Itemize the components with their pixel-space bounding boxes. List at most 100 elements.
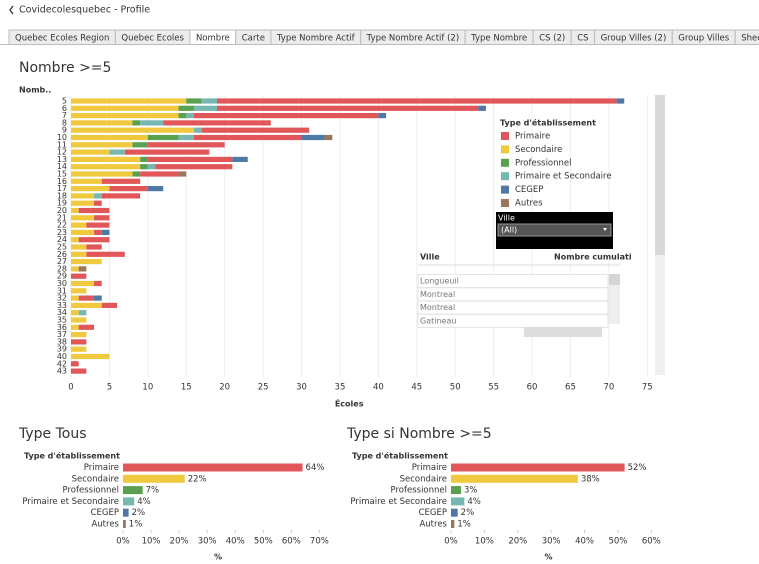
x-tick-label: 70% — [310, 537, 329, 547]
bar-segment — [193, 127, 202, 133]
table-header: Ville — [420, 253, 440, 262]
x-tick-label: 20% — [170, 537, 189, 547]
bar-segment — [616, 98, 625, 104]
tab-label[interactable]: Group Villes — [678, 34, 730, 44]
x-tick-label: 60 — [527, 383, 538, 393]
tab-label[interactable]: Type Nombre Actif (2) — [366, 34, 459, 44]
bar-segment — [101, 178, 141, 184]
tab-label[interactable]: Quebec Ecoles Region — [15, 34, 109, 44]
tab-label[interactable]: Sheet 24 — [741, 34, 759, 44]
bar-segment — [94, 200, 102, 206]
x-tick-label: 25 — [258, 383, 269, 393]
legend-label[interactable]: Primaire — [515, 132, 550, 142]
category-label: CEGEP — [419, 508, 447, 518]
y-tick-label: 15 — [57, 170, 67, 179]
category-label: Primaire — [412, 463, 447, 473]
tab-label[interactable]: Group Villes (2) — [601, 34, 667, 44]
category-header: Type d'établissement — [24, 451, 120, 461]
y-tick-label: 30 — [57, 279, 67, 288]
bar-segment — [71, 259, 102, 265]
category-label: Secondaire — [72, 474, 119, 484]
bar-segment — [147, 164, 156, 170]
bar-segment — [78, 237, 110, 243]
bar-segment — [140, 171, 179, 177]
bar-segment — [217, 105, 479, 111]
bar-segment — [94, 215, 110, 221]
bar-segment — [94, 193, 102, 199]
page-title: Covidecolesquebec - Profile — [19, 5, 150, 16]
tab-label[interactable]: Nombre — [196, 34, 230, 44]
bar-segment — [71, 317, 87, 323]
legend-label[interactable]: Secondaire — [515, 145, 562, 155]
x-tick-label: 50% — [608, 537, 627, 547]
category-label: CEGEP — [91, 508, 119, 518]
bar-segment — [324, 134, 333, 141]
bar-segment — [71, 142, 133, 148]
tab-label[interactable]: CS (2) — [539, 34, 565, 44]
scroll-thumb[interactable] — [655, 95, 665, 255]
y-tick-label: 32 — [57, 294, 67, 303]
y-tick-label: 40 — [57, 352, 67, 361]
category-label: Autres — [419, 520, 447, 530]
bar-segment — [71, 134, 148, 141]
bar-segment — [147, 156, 233, 162]
bar-segment — [71, 171, 133, 177]
y-tick-label: 20 — [57, 206, 67, 215]
table-hscroll[interactable] — [524, 327, 602, 337]
table-row — [417, 313, 609, 328]
tab-label[interactable]: Quebec Ecoles — [121, 34, 184, 44]
bar-segment — [78, 324, 95, 330]
x-tick-label: 0% — [116, 537, 130, 547]
bar-segment — [71, 222, 87, 228]
x-axis-label: Écoles — [335, 398, 364, 409]
bar-segment — [71, 353, 110, 360]
bar-segment — [71, 280, 95, 287]
bar-segment — [186, 98, 202, 104]
legend-label[interactable]: CEGEP — [515, 185, 543, 195]
bar-segment — [78, 310, 87, 316]
y-tick-label: 37 — [57, 330, 67, 339]
x-tick-label: 60% — [282, 537, 301, 547]
x-tick-label: 30% — [542, 537, 561, 547]
bar-segment — [378, 113, 387, 119]
back-icon[interactable] — [9, 5, 14, 15]
bar-segment — [94, 295, 102, 301]
bar-segment — [71, 237, 79, 243]
legend-label[interactable]: Professionnel — [515, 158, 572, 168]
y-tick-label: 8 — [62, 118, 67, 127]
bar-segment — [178, 134, 194, 141]
tab-label[interactable]: Type Nombre — [470, 34, 527, 44]
tab-label[interactable]: Type Nombre Actif — [276, 34, 356, 44]
legend-label[interactable]: Primaire et Secondaire — [515, 172, 612, 182]
table-scroll-thumb[interactable] — [609, 274, 620, 285]
bar-segment — [132, 171, 141, 177]
bar-segment — [86, 244, 102, 250]
legend-swatch — [501, 145, 509, 154]
category-label: Primaire — [84, 463, 119, 473]
x-tick-label: 35 — [335, 383, 346, 393]
category-label: Autres — [91, 520, 119, 530]
tab[interactable] — [734, 29, 759, 45]
legend-swatch — [501, 158, 509, 167]
legend-swatch — [501, 132, 509, 140]
tab-label[interactable]: CS — [577, 34, 588, 44]
filter-value[interactable]: (All) — [501, 226, 517, 235]
chart-title: Type Tous — [18, 426, 87, 442]
bar — [451, 520, 455, 528]
bar-segment — [71, 244, 87, 250]
filter-dropdown[interactable] — [497, 223, 612, 237]
bar-segment — [193, 105, 217, 111]
y-tick-label: 22 — [57, 221, 67, 230]
y-tick-label: 9 — [62, 126, 67, 135]
bar-segment — [71, 164, 141, 170]
bar — [123, 474, 185, 483]
y-tick-label: 12 — [57, 148, 67, 157]
legend-label[interactable]: Autres — [515, 199, 543, 209]
category-label: Primaire et Secondaire — [22, 497, 119, 507]
y-tick-label: 33 — [57, 301, 67, 310]
tab-label[interactable]: Carte — [242, 34, 265, 44]
category-label: Primaire et Secondaire — [350, 497, 447, 507]
bar-segment — [109, 149, 125, 155]
bar-segment — [147, 186, 164, 192]
